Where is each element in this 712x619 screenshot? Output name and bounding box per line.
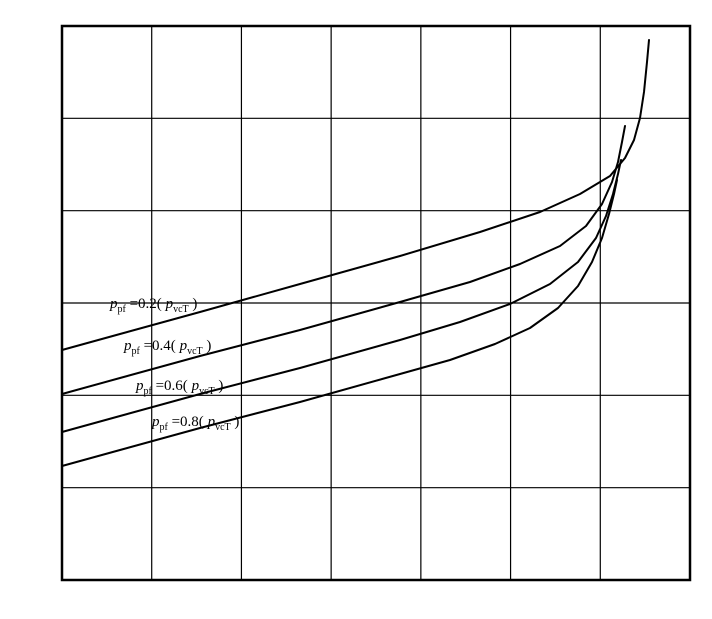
chart-page: 注入气体套管压力, kPa ppf =0.2( pvcT )ppf =0.4( … [0,0,712,619]
chart-svg: ppf =0.2( pvcT )ppf =0.4( pvcT )ppf =0.6… [0,0,712,619]
